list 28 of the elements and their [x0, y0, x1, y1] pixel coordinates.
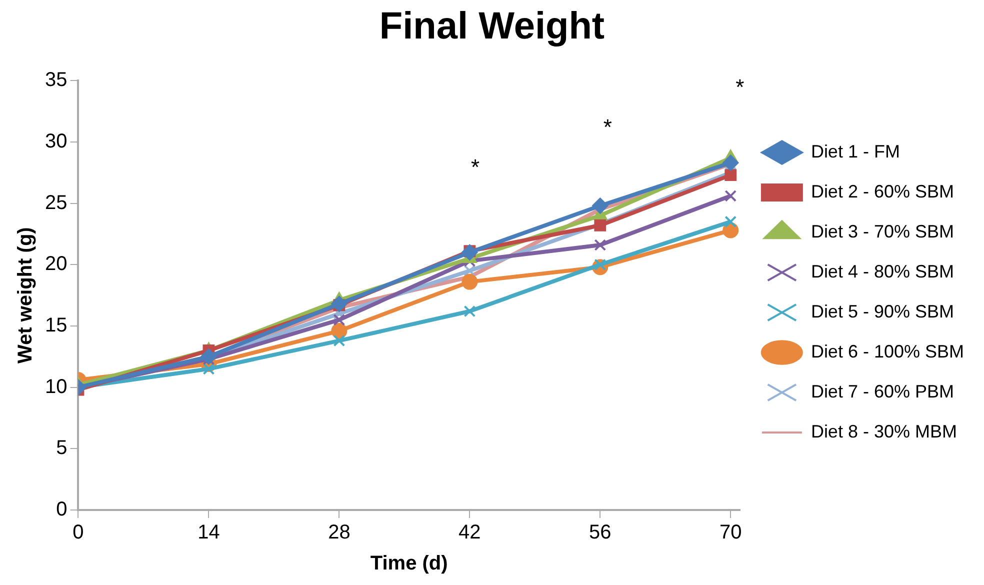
y-tick-label: 35: [44, 69, 68, 92]
y-tick-label: 0: [56, 498, 68, 521]
chart-title: Final Weight: [379, 5, 605, 48]
legend-label: Diet 2 - 60% SBM: [810, 181, 954, 202]
x-tick-label: 42: [458, 522, 481, 544]
legend-label: Diet 4 - 80% SBM: [810, 261, 954, 282]
legend-label: Diet 3 - 70% SBM: [810, 221, 954, 242]
legend-label: Diet 8 - 30% MBM: [810, 421, 957, 442]
y-tick-label: 15: [44, 314, 68, 336]
legend-label: Diet 5 - 90% SBM: [810, 301, 954, 322]
x-tick-label: 0: [72, 522, 84, 544]
legend-label: Diet 1 - FM: [810, 141, 900, 162]
annotation: *: [736, 74, 745, 100]
legend-label: Diet 7 - 60% PBM: [810, 381, 954, 402]
x-tick-label: 70: [719, 522, 742, 544]
y-tick-label: 30: [44, 130, 68, 152]
y-axis-title: Wet weight (g): [14, 227, 37, 364]
y-tick-label: 5: [56, 437, 68, 460]
legend-label: Diet 6 - 100% SBM: [810, 341, 964, 362]
x-axis-title: Time (d): [370, 552, 448, 575]
x-tick-label: 56: [589, 522, 612, 544]
annotation: *: [603, 114, 612, 140]
y-tick-label: 10: [44, 376, 68, 398]
y-tick-label: 20: [44, 253, 68, 276]
x-tick-label: 14: [198, 522, 220, 544]
x-tick-label: 28: [328, 522, 350, 544]
y-tick-label: 25: [44, 192, 68, 214]
annotation: *: [470, 154, 480, 180]
